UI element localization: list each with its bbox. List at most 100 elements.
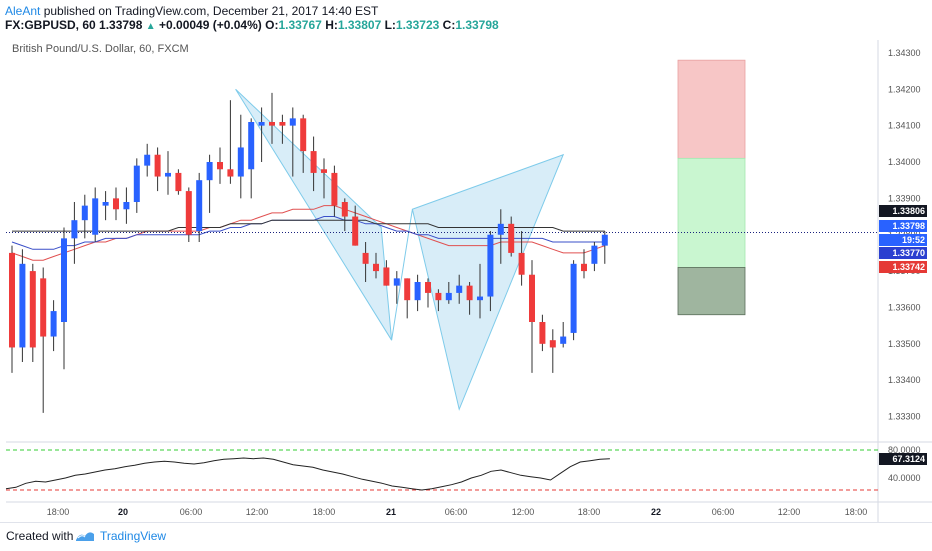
- stop-loss-zone: [677, 59, 746, 159]
- tradingview-brand[interactable]: TradingView: [100, 529, 167, 543]
- close-label: C:: [442, 18, 456, 32]
- candle-up: [92, 198, 99, 235]
- low-value: 1.33723: [395, 18, 440, 32]
- time-axis-label: 12:00: [778, 507, 801, 517]
- symbol-label: FX:GBPUSD, 60: [5, 18, 96, 32]
- price-tag-label: 1.33770: [892, 248, 925, 258]
- candle-down: [373, 263, 379, 272]
- price-tag-label: 19:52: [902, 235, 925, 245]
- open-value: 1.33767: [278, 18, 322, 32]
- candle-down: [175, 172, 182, 192]
- candle-up: [601, 234, 608, 246]
- candle-up: [487, 234, 494, 297]
- price-tag-label: 1.33742: [892, 262, 925, 272]
- candle-down: [269, 122, 275, 126]
- candle-down: [217, 162, 223, 170]
- candle-down: [352, 216, 359, 246]
- candle-down: [529, 274, 535, 322]
- candle-down: [227, 169, 234, 177]
- candle-down: [581, 263, 587, 272]
- candle-up: [237, 147, 244, 177]
- candle-up: [123, 202, 130, 210]
- time-axis-label: 06:00: [712, 507, 735, 517]
- time-axis-label: 12:00: [512, 507, 535, 517]
- candle-up: [477, 296, 483, 301]
- candle-up: [248, 122, 255, 170]
- chart-title: British Pound/U.S. Dollar, 60, FXCM: [12, 43, 189, 55]
- candle-down: [40, 278, 47, 337]
- price-tag: [879, 220, 927, 232]
- time-axis-label: 06:00: [180, 507, 203, 517]
- candle-up: [258, 122, 265, 126]
- footer: Created with TradingView: [0, 522, 932, 551]
- candle-up: [393, 278, 400, 286]
- price-tick-label: 1.33500: [888, 339, 921, 349]
- time-axis-label: 18:00: [845, 507, 868, 517]
- candle-up: [19, 263, 26, 348]
- candle-down: [508, 223, 515, 253]
- tradingview-logo-icon[interactable]: [74, 528, 96, 544]
- oscillator-value-label: 67.3124: [892, 454, 925, 464]
- candle-up: [165, 172, 171, 177]
- candle-down: [549, 340, 556, 348]
- time-axis-label: 18:00: [313, 507, 336, 517]
- candle-down: [383, 267, 390, 286]
- candle-up: [206, 162, 213, 181]
- candle-down: [341, 202, 348, 217]
- moving-average-line-1: [11, 205, 605, 261]
- created-with-text: Created with: [6, 529, 74, 543]
- candle-up: [71, 220, 78, 239]
- candle-down: [185, 191, 192, 235]
- candle-down: [279, 122, 286, 126]
- price-tick-label: 1.34200: [888, 84, 921, 94]
- time-axis-label: 21: [386, 507, 396, 517]
- candle-down: [362, 252, 369, 264]
- candle-up: [102, 202, 109, 206]
- high-value: 1.33807: [337, 18, 382, 32]
- price-tick-label: 1.33300: [888, 412, 921, 422]
- candle-up: [133, 165, 140, 202]
- oscillator-line: [5, 457, 610, 491]
- moving-average-line-3: [12, 219, 605, 232]
- candle-down: [310, 151, 317, 173]
- time-axis-label: 18:00: [578, 507, 601, 517]
- entry-zone: [677, 267, 746, 316]
- price-tick-label: 1.34300: [888, 48, 921, 58]
- candle-down: [404, 278, 411, 301]
- publish-info: AleAnt published on TradingView.com, Dec…: [5, 4, 378, 18]
- candle-down: [113, 198, 119, 210]
- oscillator-tick-label: 40.0000: [888, 473, 921, 483]
- candle-down: [539, 322, 546, 344]
- price-tag: [879, 205, 927, 217]
- harmonic-xab-triangle: [235, 88, 393, 341]
- price-tag-label: 1.33806: [892, 206, 925, 216]
- price-tag: [879, 247, 927, 259]
- price-tick-label: 1.33400: [888, 375, 921, 385]
- open-label: O:: [265, 18, 279, 32]
- price-chart[interactable]: British Pound/U.S. Dollar, 60, FXCM 1.343…: [0, 0, 932, 522]
- candle-up: [289, 118, 296, 126]
- price-tick-label: 1.34000: [888, 157, 921, 167]
- time-axis-label: 20: [118, 507, 128, 517]
- harmonic-leg-line: [391, 209, 413, 341]
- price-tick-label: 1.33900: [888, 193, 921, 203]
- candle-down: [154, 154, 161, 177]
- candle-down: [466, 285, 473, 301]
- price-change: +0.00049 (+0.04%): [159, 18, 262, 32]
- candle-up: [50, 311, 57, 337]
- candle-up: [144, 154, 151, 166]
- up-arrow-icon: ▲: [145, 21, 156, 32]
- candle-up: [196, 180, 203, 232]
- close-value: 1.33798: [455, 18, 499, 32]
- symbol-info: FX:GBPUSD, 60 1.33798 ▲ +0.00049 (+0.04%…: [5, 18, 499, 32]
- oscillator-value-tag: [879, 453, 927, 465]
- author-link[interactable]: AleAnt: [5, 4, 41, 18]
- published-text: published on TradingView.com, December 2…: [43, 4, 379, 18]
- candle-up: [591, 245, 598, 264]
- chart-header: AleAnt published on TradingView.com, Dec…: [0, 0, 932, 40]
- price-tag-label: 1.33798: [892, 221, 925, 231]
- candle-down: [518, 252, 525, 275]
- price-tag: [879, 261, 927, 273]
- candle-up: [570, 263, 577, 333]
- price-tick-label: 1.33600: [888, 302, 921, 312]
